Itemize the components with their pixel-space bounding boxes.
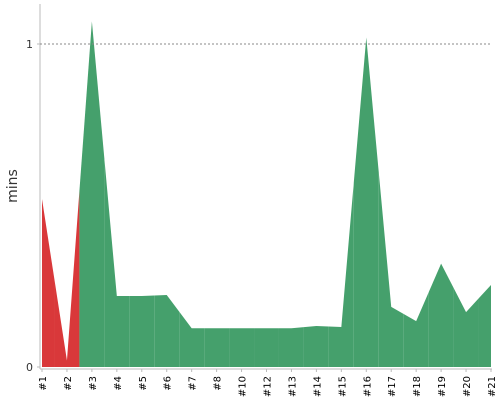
x-tick-label: #17 — [387, 376, 398, 397]
area-segment — [54, 190, 80, 367]
x-tick-label: #3 — [88, 376, 99, 391]
x-tick-label: #5 — [138, 376, 149, 391]
x-tick-label: #1 — [38, 376, 49, 391]
area-segment — [254, 328, 279, 367]
area-segment — [129, 295, 155, 367]
x-tick-label: #19 — [437, 376, 448, 397]
area-segment — [204, 328, 230, 367]
area-segment — [229, 328, 255, 367]
x-tick-label: #15 — [337, 376, 348, 397]
x-tick-label: #7 — [188, 376, 199, 391]
area-segment — [328, 182, 354, 367]
x-tick-label: #13 — [287, 376, 298, 397]
x-tick-label: #10 — [238, 376, 249, 397]
area-segment — [453, 287, 479, 367]
area-segment — [42, 199, 55, 367]
area-segment — [428, 263, 454, 367]
area-segment — [378, 172, 404, 367]
area-segment — [303, 325, 329, 367]
x-tick-label: #14 — [312, 376, 323, 397]
x-tick-label: #6 — [163, 376, 174, 391]
x-tick-label: #8 — [213, 376, 224, 391]
x-tick-label: #16 — [362, 376, 373, 397]
area-segment — [179, 311, 205, 367]
y-tick-label: 1 — [26, 38, 33, 51]
y-tick-label: 0 — [26, 361, 33, 374]
x-tick-label: #12 — [263, 376, 274, 397]
y-axis-label: mins — [5, 169, 21, 203]
area-segment — [278, 327, 304, 367]
x-tick-label: #21 — [487, 376, 498, 397]
area-segment — [104, 158, 130, 367]
area-segment — [79, 21, 105, 367]
area-segment — [403, 292, 429, 367]
x-tick-label: #18 — [412, 376, 423, 397]
area-segment — [353, 37, 379, 367]
x-tick-label: #4 — [113, 376, 124, 391]
area-segment — [478, 284, 491, 367]
x-tick-label: #2 — [63, 376, 74, 391]
area-segment — [154, 294, 180, 367]
x-tick-label: #20 — [462, 376, 473, 397]
